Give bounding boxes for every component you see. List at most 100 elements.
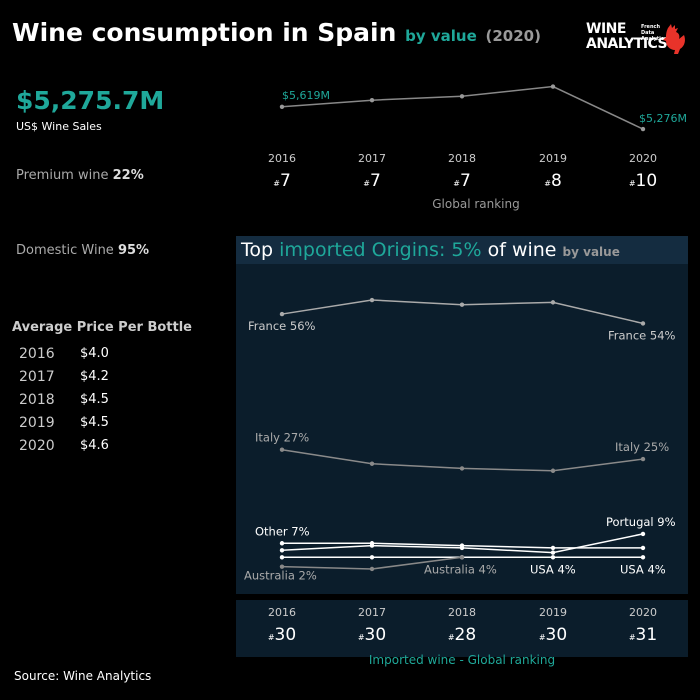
series-point-other (640, 545, 646, 551)
avg-price: $4.5 (80, 415, 109, 430)
logo-line1: WINE (586, 21, 626, 37)
series-point-italy (369, 461, 375, 466)
avg-year: 2016 (19, 346, 55, 362)
global-rank-year: 2018 (448, 152, 476, 165)
title-sub: by value (405, 27, 477, 45)
logo-small-1: French (641, 24, 661, 30)
series-point-italy (550, 468, 556, 473)
series-label-other: Other 7% (255, 524, 310, 538)
rank-number: 30 (274, 625, 297, 645)
series-point-usa (550, 555, 556, 560)
series-point-usa (279, 555, 285, 560)
series-point-italy (279, 447, 285, 452)
domestic-label: Domestic Wine (16, 243, 114, 258)
series-point-france (279, 311, 285, 317)
imported-rank-value: #30 (347, 625, 397, 645)
imported-rank-value: #30 (257, 625, 307, 645)
avg-year: 2017 (19, 369, 55, 385)
avg-price-title: Average Price Per Bottle (12, 320, 192, 335)
imported-rank-year: 2018 (448, 606, 476, 619)
series-point-australia (369, 566, 375, 572)
imported-rank-year: 2020 (629, 606, 657, 619)
global-rank-value: #10 (618, 171, 668, 191)
rank-hash: # (273, 179, 280, 188)
sales-point (459, 94, 465, 99)
series-label-france: France 56% (248, 319, 316, 333)
premium-value: 22% (112, 168, 144, 183)
premium-wine-stat: Premium wine 22% (16, 168, 144, 183)
imported-rank-year: 2017 (358, 606, 386, 619)
series-point-france (459, 302, 465, 307)
rank-hash: # (538, 633, 546, 642)
imports-origins-chart: France 56% France 54% Italy 27% Italy 25% Ot… (244, 297, 676, 583)
rank-number: 7 (369, 171, 381, 191)
rank-number: 10 (635, 171, 658, 191)
series-label-france: France 54% (608, 328, 676, 342)
sales-point (369, 98, 375, 103)
global-rank-year: 2020 (629, 152, 657, 165)
imports-panel-title: Top imported Origins: 5% of wine by valu… (241, 239, 620, 261)
global-rank-value: #8 (528, 171, 578, 191)
imports-title-highlight: imported Origins: 5% (279, 239, 482, 261)
series-label-australia: Australia 2% (244, 569, 317, 583)
series-point-usa (640, 555, 646, 560)
series-label-australia: Australia 4% (424, 562, 497, 576)
rank-hash: # (544, 179, 551, 188)
rank-hash: # (357, 633, 365, 642)
premium-label: Premium wine (16, 168, 109, 183)
logo-small-3: Analytics (641, 36, 667, 42)
sales-point-label: $5,276M (639, 112, 687, 125)
imported-rank-year: 2019 (539, 606, 567, 619)
imported-rank-value: #30 (528, 625, 578, 645)
sales-point (550, 84, 556, 89)
rank-number: 30 (364, 625, 387, 645)
imported-ranking-label: Imported wine - Global ranking (368, 653, 556, 667)
rank-number: 8 (550, 171, 562, 191)
avg-year: 2020 (19, 438, 55, 454)
source-note: Source: Wine Analytics (14, 669, 152, 683)
rank-number: 28 (454, 625, 477, 645)
series-point-portugal (640, 531, 646, 537)
imported-ranking-box (236, 600, 688, 657)
domestic-value: 95% (117, 243, 150, 258)
series-point-italy (459, 466, 465, 471)
global-rank-year: 2019 (539, 152, 567, 165)
series-point-portugal (459, 545, 465, 551)
rank-number: 31 (635, 625, 658, 645)
series-point-australia (279, 564, 285, 569)
series-label-usa: USA 4% (530, 562, 576, 576)
rank-number: 7 (279, 171, 291, 191)
page-title: Wine consumption in Spain by value (2020… (12, 18, 541, 47)
global-ranking-label: Global ranking (432, 197, 520, 211)
sales-point (279, 104, 285, 109)
rooster-icon (663, 24, 685, 54)
series-point-portugal (369, 543, 375, 548)
sales-trend-chart: $5,619M $5,276M (279, 84, 687, 132)
title-main: Wine consumption in Spain (12, 18, 397, 47)
imported-rank-value: #28 (437, 625, 487, 645)
imported-rank-value: #31 (618, 625, 668, 645)
rank-hash: # (628, 633, 636, 642)
wine-analytics-logo: WINE French Data Analytics ANALYTICS (586, 22, 686, 60)
rank-hash: # (447, 633, 455, 642)
rank-hash: # (267, 633, 275, 642)
rank-hash: # (453, 179, 460, 188)
global-rank-value: #7 (257, 171, 307, 191)
series-label-portugal: Portugal 9% (606, 515, 676, 529)
imports-title-pre: Top (241, 239, 280, 261)
rank-hash: # (363, 179, 370, 188)
imports-title-post: of wine (481, 239, 563, 261)
avg-price: $4.6 (80, 438, 109, 453)
rank-hash: # (628, 179, 636, 188)
series-point-portugal (550, 550, 556, 555)
sales-value: $5,275.7M (16, 86, 165, 115)
logo-line2: ANALYTICS (586, 36, 668, 52)
imports-panel (236, 236, 688, 594)
series-point-australia (459, 555, 465, 560)
series-label-usa: USA 4% (620, 562, 666, 576)
sales-point (640, 126, 646, 132)
rank-number: 7 (459, 171, 471, 191)
global-rank-value: #7 (437, 171, 487, 191)
avg-price: $4.0 (80, 346, 109, 361)
imported-rank-year: 2016 (268, 606, 296, 619)
